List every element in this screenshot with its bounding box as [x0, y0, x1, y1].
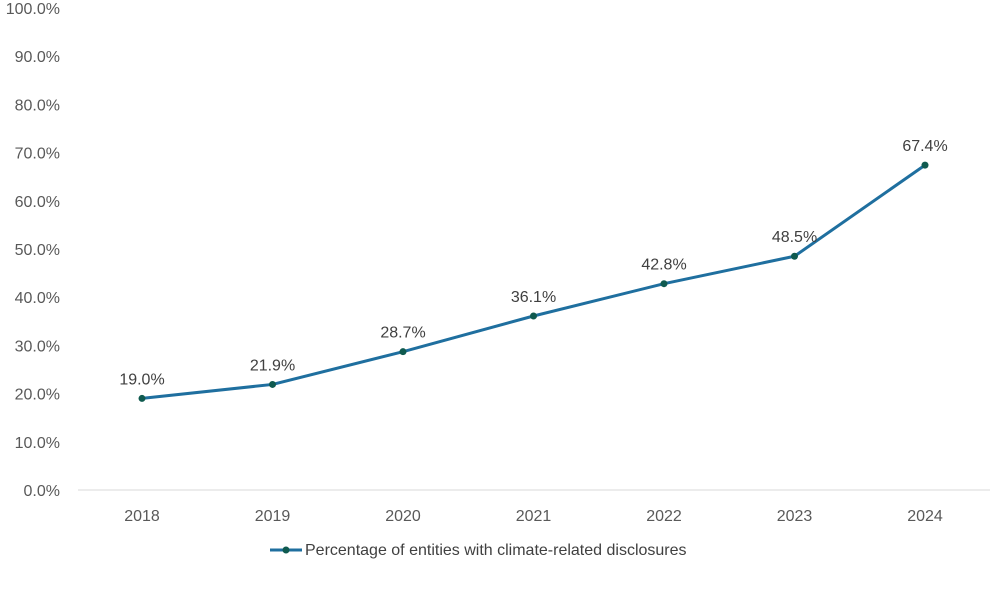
x-tick-label: 2023: [777, 508, 813, 525]
x-tick-label: 2022: [646, 508, 682, 525]
x-tick-label: 2024: [907, 508, 943, 525]
y-tick-label: 40.0%: [15, 290, 60, 307]
data-label: 42.8%: [641, 257, 686, 274]
x-tick-label: 2019: [255, 508, 291, 525]
x-tick-label: 2020: [385, 508, 421, 525]
x-axis-tick-labels: 2018 2019 2020 2021 2022 2023 2024: [124, 508, 943, 525]
y-tick-label: 10.0%: [15, 435, 60, 452]
legend: Percentage of entities with climate-rela…: [270, 542, 687, 559]
y-tick-label: 30.0%: [15, 338, 60, 355]
y-tick-label: 0.0%: [24, 483, 60, 500]
y-tick-label: 20.0%: [15, 387, 60, 404]
y-tick-label: 80.0%: [15, 97, 60, 114]
y-tick-label: 70.0%: [15, 146, 60, 163]
data-label: 48.5%: [772, 229, 817, 246]
data-label: 19.0%: [119, 371, 164, 388]
data-point: [269, 380, 276, 388]
series-group: 19.0% 21.9% 28.7% 36.1% 42.8% 48.5% 67.4%: [119, 138, 948, 402]
data-point: [921, 161, 929, 169]
data-point: [660, 280, 668, 288]
data-label: 36.1%: [511, 289, 556, 306]
x-tick-label: 2018: [124, 508, 160, 525]
x-tick-label: 2021: [516, 508, 552, 525]
data-point: [399, 348, 407, 356]
data-point: [138, 394, 146, 402]
data-label: 21.9%: [250, 357, 295, 374]
data-label: 67.4%: [902, 138, 947, 155]
legend-label: Percentage of entities with climate-rela…: [305, 542, 687, 559]
y-tick-label: 50.0%: [15, 242, 60, 259]
data-point: [530, 312, 537, 320]
y-tick-label: 90.0%: [15, 49, 60, 66]
legend-marker-swatch: [282, 546, 290, 554]
data-point: [791, 252, 798, 260]
y-axis-tick-labels: 0.0% 10.0% 20.0% 30.0% 40.0% 50.0% 60.0% 70.0% 8…: [6, 1, 60, 500]
y-tick-label: 100.0%: [6, 1, 60, 18]
y-tick-label: 60.0%: [15, 194, 60, 211]
data-label: 28.7%: [380, 325, 425, 342]
